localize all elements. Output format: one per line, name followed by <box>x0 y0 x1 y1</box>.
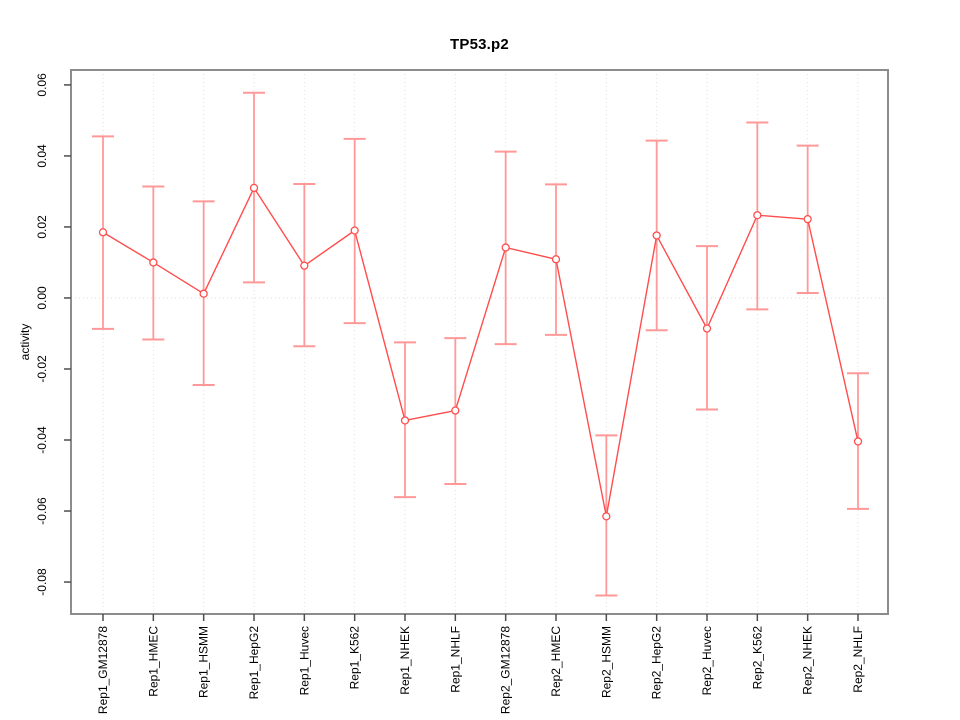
data-point-marker <box>602 512 611 521</box>
data-point-marker <box>350 226 359 235</box>
plot-frame <box>70 69 889 615</box>
error-bars <box>92 91 869 597</box>
x-tick-label: Rep2_K562 <box>750 626 764 690</box>
y-axis: -0.08 -0.06 -0.04 -0.02 0.00 0.02 0.04 0.06 <box>35 73 71 596</box>
chart-title: TP53.p2 <box>450 36 509 53</box>
x-tick-label: Rep1_NHEK <box>398 626 412 695</box>
data-point-marker <box>199 289 208 298</box>
data-point-marker <box>551 255 561 264</box>
data-point-marker <box>702 324 712 333</box>
x-tick-label: Rep1_HSMM <box>197 626 211 698</box>
x-axis: Rep1_GM12878 Rep1_HMEC Rep1_HSMM Rep1_HepG2… <box>96 614 865 714</box>
y-tick-label: -0.08 <box>35 568 49 596</box>
x-tick-label: Rep1_K562 <box>348 626 362 690</box>
y-tick-label: 0.02 <box>35 215 49 239</box>
markers <box>98 183 863 521</box>
x-tick-label: Rep1_HMEC <box>146 626 160 697</box>
x-tick-label: Rep2_GM12878 <box>499 626 513 714</box>
y-tick-label: 0.00 <box>35 286 49 310</box>
data-point-marker <box>853 437 863 446</box>
x-tick-label: Rep2_NHEK <box>801 626 815 695</box>
y-tick-label: -0.06 <box>35 497 49 525</box>
y-tick-label: -0.04 <box>35 426 49 454</box>
data-point-marker <box>803 214 812 224</box>
y-tick-label: 0.06 <box>35 73 49 97</box>
x-tick-label: Rep1_NHLF <box>448 626 462 693</box>
data-point-marker <box>501 243 510 252</box>
data-point-marker <box>451 406 460 415</box>
gridlines <box>71 70 888 614</box>
data-point-marker <box>249 183 259 193</box>
data-point-marker <box>98 228 108 237</box>
x-tick-label: Rep1_HepG2 <box>247 626 261 700</box>
x-tick-label: Rep2_Huvec <box>700 626 714 695</box>
y-tick-label: 0.04 <box>35 144 49 168</box>
y-tick-label: -0.02 <box>35 355 49 383</box>
x-tick-label: Rep1_Huvec <box>297 626 311 695</box>
series-line <box>102 187 859 518</box>
data-point-marker <box>300 261 309 270</box>
data-point-marker <box>753 211 762 220</box>
data-point-marker <box>149 258 158 267</box>
x-tick-label: Rep2_HSMM <box>599 626 613 698</box>
x-tick-label: Rep2_NHLF <box>851 626 865 693</box>
data-point-marker <box>652 231 661 240</box>
x-tick-label: Rep1_GM12878 <box>96 626 110 714</box>
data-point-marker <box>400 416 410 425</box>
x-tick-label: Rep2_HepG2 <box>650 626 664 700</box>
x-tick-label: Rep2_HMEC <box>549 626 563 697</box>
